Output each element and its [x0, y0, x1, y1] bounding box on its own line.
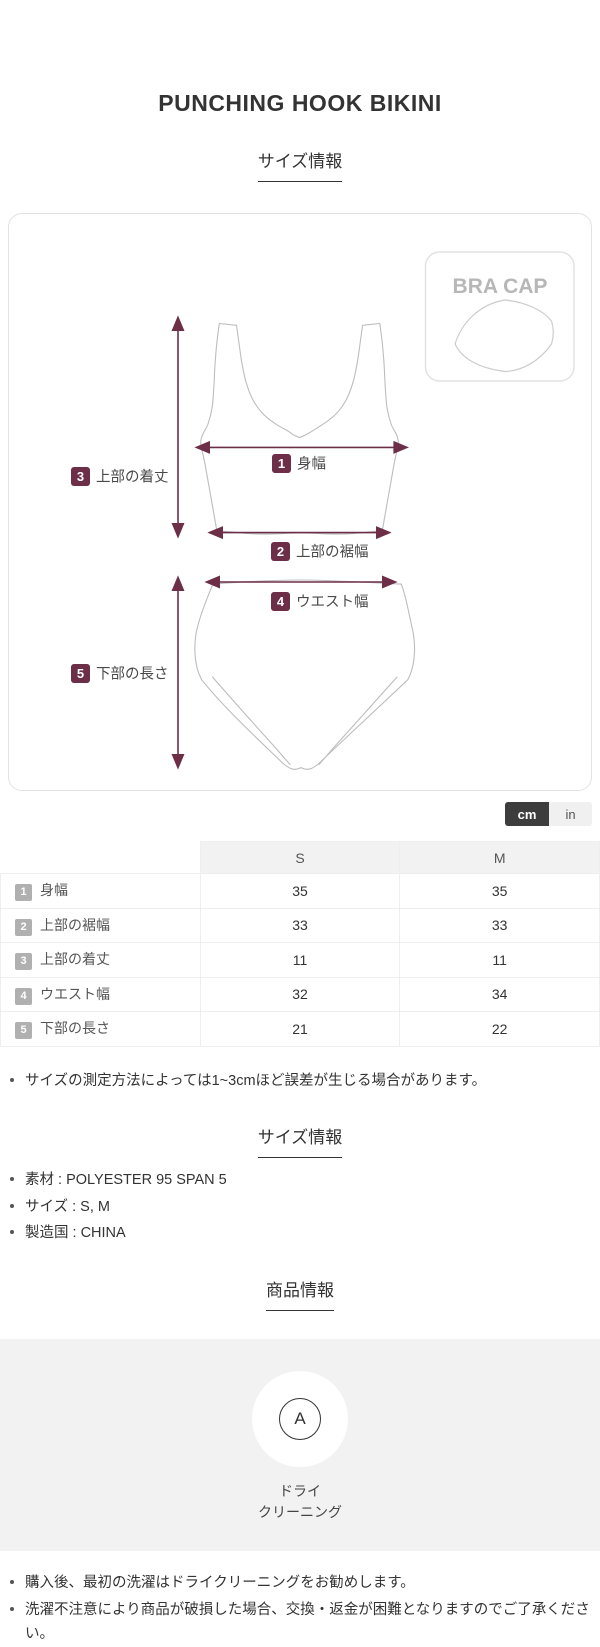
svg-text:身幅: 身幅	[297, 456, 326, 473]
svg-text:上部の裾幅: 上部の裾幅	[296, 544, 369, 561]
svg-text:5: 5	[77, 666, 84, 681]
svg-text:3: 3	[77, 469, 84, 484]
svg-text:ウエスト幅: ウエスト幅	[296, 594, 369, 611]
svg-text:BRA CAP: BRA CAP	[453, 275, 548, 298]
svg-text:下部の長さ: 下部の長さ	[96, 666, 169, 683]
svg-text:上部の着丈: 上部の着丈	[96, 469, 169, 486]
svg-text:2: 2	[277, 544, 284, 559]
svg-text:1: 1	[278, 456, 285, 471]
svg-text:4: 4	[277, 594, 285, 609]
